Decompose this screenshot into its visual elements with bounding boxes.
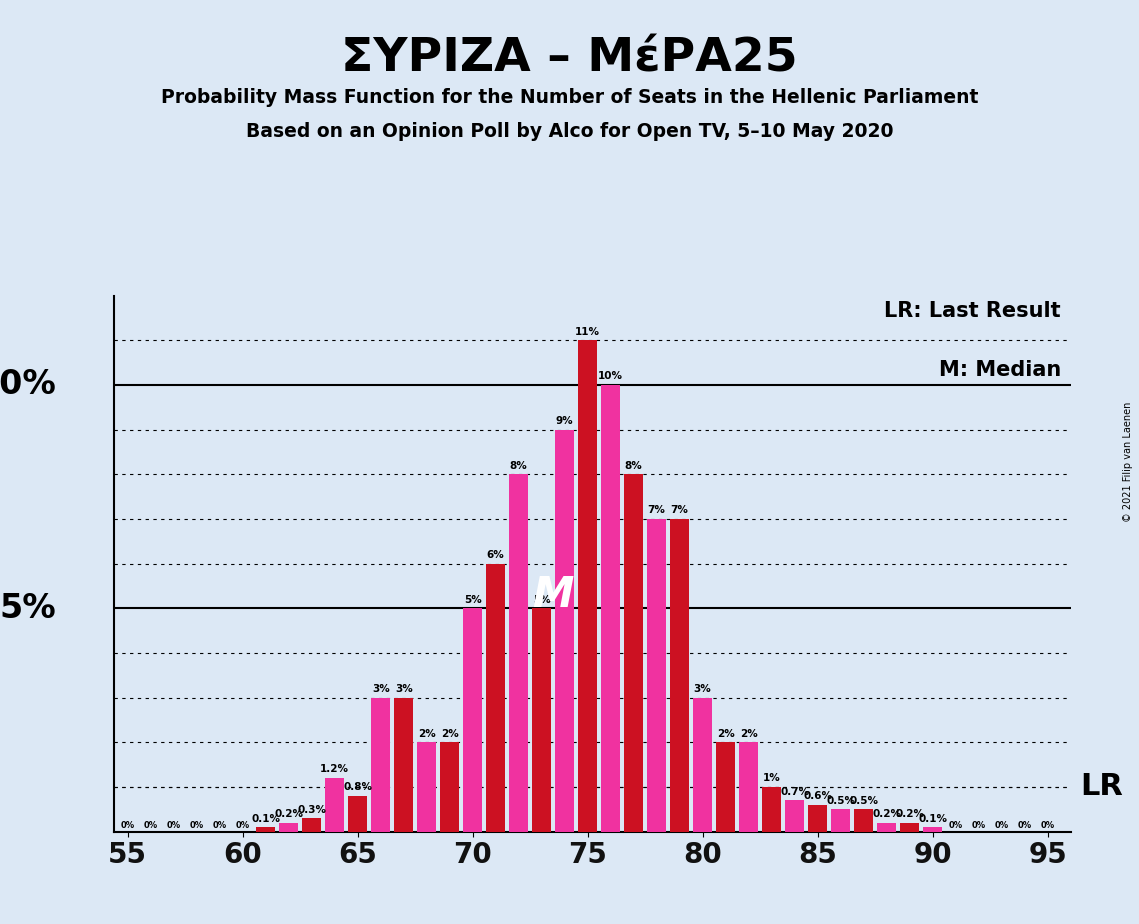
Text: 0%: 0% <box>1041 821 1055 830</box>
Text: 0%: 0% <box>1017 821 1032 830</box>
Text: 0.2%: 0.2% <box>895 809 924 819</box>
Bar <box>854 809 874 832</box>
Bar <box>716 742 736 832</box>
Text: 1%: 1% <box>763 773 780 784</box>
Text: 10%: 10% <box>0 369 57 402</box>
Text: 7%: 7% <box>648 505 665 516</box>
Text: 3%: 3% <box>371 684 390 694</box>
Text: Probability Mass Function for the Number of Seats in the Hellenic Parliament: Probability Mass Function for the Number… <box>161 88 978 107</box>
Bar <box>923 827 942 832</box>
Bar <box>371 698 391 832</box>
Bar <box>256 827 276 832</box>
Bar <box>486 564 506 832</box>
Text: 5%: 5% <box>0 591 57 625</box>
Text: 8%: 8% <box>625 461 642 470</box>
Bar <box>417 742 436 832</box>
Text: 0.6%: 0.6% <box>803 791 833 801</box>
Bar <box>762 787 781 832</box>
Text: ΣΥΡΙΖΑ – ΜέΡΑ25: ΣΥΡΙΖΑ – ΜέΡΑ25 <box>342 37 797 82</box>
Text: 1.2%: 1.2% <box>320 764 350 774</box>
Text: 0%: 0% <box>189 821 204 830</box>
Bar <box>739 742 759 832</box>
Text: 0%: 0% <box>144 821 158 830</box>
Bar <box>440 742 459 832</box>
Bar <box>830 809 851 832</box>
Text: 6%: 6% <box>486 550 505 560</box>
Bar <box>509 474 528 832</box>
Bar <box>325 778 344 832</box>
Bar <box>647 519 666 832</box>
Text: M: Median: M: Median <box>939 360 1062 380</box>
Text: 10%: 10% <box>598 371 623 382</box>
Bar <box>462 608 483 832</box>
Text: 0%: 0% <box>972 821 985 830</box>
Text: 0.5%: 0.5% <box>826 796 855 806</box>
Text: 9%: 9% <box>556 416 574 426</box>
Text: LR: Last Result: LR: Last Result <box>885 301 1062 321</box>
Text: 0.1%: 0.1% <box>252 813 280 823</box>
Text: 0%: 0% <box>236 821 249 830</box>
Text: 7%: 7% <box>671 505 689 516</box>
Text: 0%: 0% <box>994 821 1009 830</box>
Text: 0%: 0% <box>166 821 181 830</box>
Text: 0%: 0% <box>121 821 134 830</box>
Text: 0.2%: 0.2% <box>274 809 303 819</box>
Bar <box>302 819 321 832</box>
Text: 0.7%: 0.7% <box>780 786 809 796</box>
Bar <box>808 805 827 832</box>
Text: 5%: 5% <box>533 595 550 604</box>
Bar <box>693 698 713 832</box>
Text: 0%: 0% <box>213 821 227 830</box>
Text: 8%: 8% <box>510 461 527 470</box>
Bar <box>601 385 621 832</box>
Bar <box>347 796 368 832</box>
Text: 3%: 3% <box>694 684 712 694</box>
Text: 0.8%: 0.8% <box>343 783 372 792</box>
Bar <box>624 474 644 832</box>
Bar <box>279 822 298 832</box>
Bar <box>877 822 896 832</box>
Text: Based on an Opinion Poll by Alco for Open TV, 5–10 May 2020: Based on an Opinion Poll by Alco for Ope… <box>246 122 893 141</box>
Text: LR: LR <box>1080 772 1123 801</box>
Text: 2%: 2% <box>740 729 757 738</box>
Text: 2%: 2% <box>418 729 435 738</box>
Text: 0.5%: 0.5% <box>850 796 878 806</box>
Bar <box>785 800 804 832</box>
Text: 2%: 2% <box>716 729 735 738</box>
Text: 2%: 2% <box>441 729 459 738</box>
Text: © 2021 Filip van Laenen: © 2021 Filip van Laenen <box>1123 402 1133 522</box>
Text: 5%: 5% <box>464 595 482 604</box>
Text: 3%: 3% <box>395 684 412 694</box>
Bar <box>900 822 919 832</box>
Bar <box>394 698 413 832</box>
Bar <box>577 340 598 832</box>
Text: 0.3%: 0.3% <box>297 805 326 815</box>
Bar <box>532 608 551 832</box>
Bar <box>670 519 689 832</box>
Text: 11%: 11% <box>575 327 600 336</box>
Text: 0%: 0% <box>949 821 962 830</box>
Bar <box>555 430 574 832</box>
Text: 0.1%: 0.1% <box>918 813 948 823</box>
Text: M: M <box>533 574 574 616</box>
Text: 0.2%: 0.2% <box>872 809 901 819</box>
